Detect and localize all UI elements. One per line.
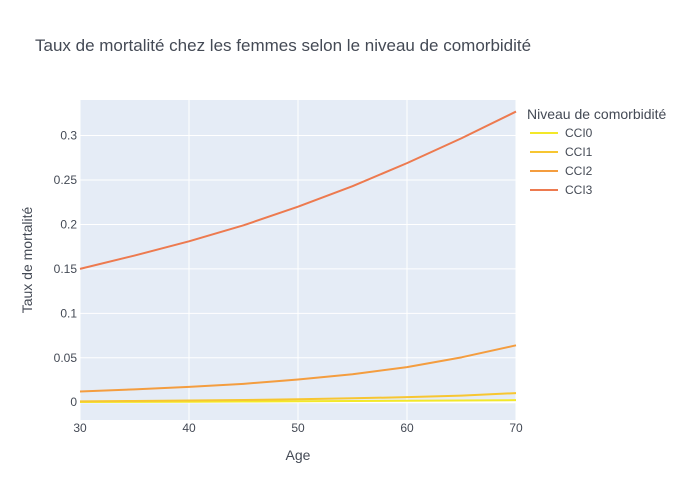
y-tick-label: 0.1 [60, 306, 77, 320]
y-tick-label: 0.3 [60, 129, 77, 143]
x-tick-label: 40 [182, 421, 196, 435]
y-axis-ticks: 0 0.05 0.1 0.15 0.2 0.25 0.3 [54, 129, 78, 410]
legend-label: CCI3 [565, 183, 593, 197]
x-axis-ticks: 30 40 50 60 70 [73, 421, 523, 435]
legend-item-cci3[interactable]: CCI3 [530, 183, 593, 197]
legend-label: CCI1 [565, 145, 593, 159]
legend-item-cci1[interactable]: CCI1 [530, 145, 593, 159]
series-line-cci1 [79, 392, 517, 403]
legend-label: CCI2 [565, 164, 593, 178]
legend-item-cci2[interactable]: CCI2 [530, 164, 593, 178]
legend-item-cci0[interactable]: CCI0 [530, 126, 593, 140]
y-tick-label: 0.25 [54, 173, 78, 187]
x-tick-label: 50 [291, 421, 305, 435]
legend-label: CCI0 [565, 126, 593, 140]
y-tick-label: 0 [70, 395, 77, 409]
series-line-cci2 [79, 344, 517, 393]
y-axis-title: Taux de mortalité [19, 206, 35, 313]
legend-title: Niveau de comorbidité [527, 106, 667, 122]
legend[interactable]: Niveau de comorbidité CCI0 CCI1 CCI2 CCI3 [527, 106, 667, 197]
x-tick-label: 70 [509, 421, 523, 435]
y-tick-label: 0.15 [54, 262, 78, 276]
y-tick-label: 0.05 [54, 351, 78, 365]
chart-title: Taux de mortalité chez les femmes selon … [35, 36, 531, 55]
y-tick-label: 0.2 [60, 217, 77, 231]
x-tick-label: 30 [73, 421, 87, 435]
series-lines [79, 110, 517, 403]
series-line-cci3 [79, 110, 517, 270]
x-tick-label: 60 [400, 421, 414, 435]
x-axis-title: Age [286, 447, 311, 463]
